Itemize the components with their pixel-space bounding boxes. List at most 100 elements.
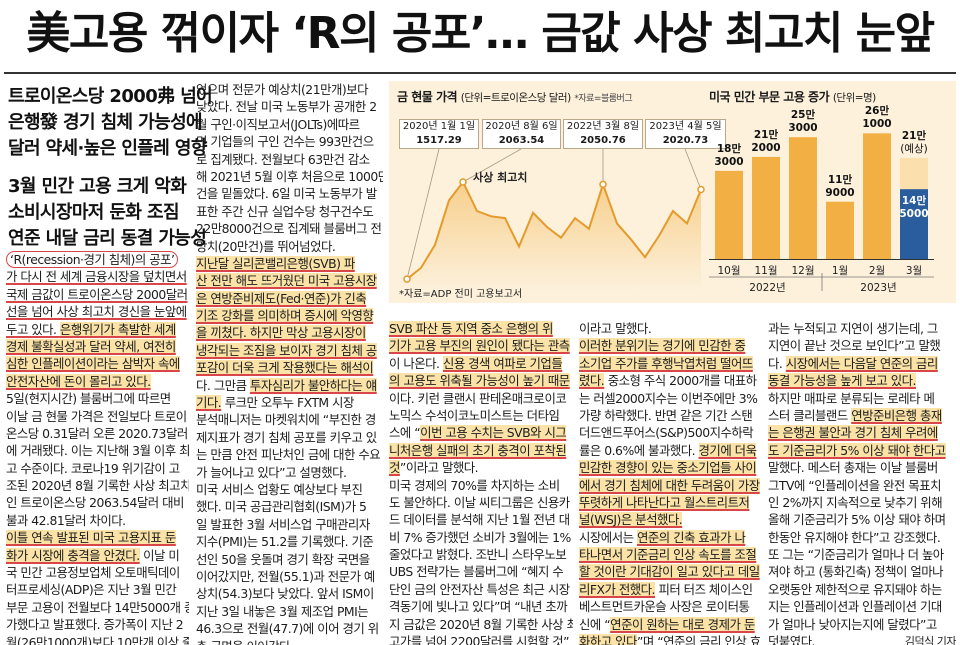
- jobs-unit-text: (단위=명): [832, 92, 876, 104]
- text-line: 월(26만1000개)보다 10만개 이상 줄: [6, 634, 189, 645]
- text-segment: 46.3으로 전월(47.7)에 이어 경기 위: [196, 621, 379, 637]
- text-line: 동결 가능성을 높게 보고 있다.: [768, 372, 956, 389]
- text-segment: 도 불안하다. 이날 씨티그룹은 신용카: [389, 494, 570, 510]
- jobs-forecast-label: 21만 (예상): [892, 130, 936, 156]
- text-line: 을 끼쳤다. 하지만 막상 고용시장이: [196, 324, 383, 341]
- text-line: ‘R(recession·경기 침체)의 공포’: [6, 251, 189, 268]
- text-line: 률은 0.6%에 불과했다. 경기에 더욱: [579, 442, 763, 459]
- subhead-6: 연준 내달 금리 동결 가능성: [8, 228, 207, 249]
- text-segment: 줄었다고 밝혔다. 조반니 스타우노보: [389, 547, 567, 563]
- jobs-bar: [863, 133, 891, 259]
- jobs-year-label: 2022년: [749, 282, 786, 294]
- text-segment: 시장에서는 다음달 연준의 금리: [785, 355, 938, 371]
- text-line: 축 국면을 이어갔다.: [196, 638, 383, 645]
- gold-point: [459, 178, 467, 186]
- text-segment: 다. 그만큼: [196, 377, 250, 393]
- text-line: 국 민간 고용정보업체 오토매틱데이: [6, 564, 189, 581]
- text-segment: 온스당 0.31달러 오른 2020.73달러: [6, 425, 188, 441]
- text-segment: 일 발표한 3월 서비스업 구매관리자: [196, 516, 370, 532]
- text-line: 격동기에 빛나고 있다”며 “내년 초까: [389, 598, 573, 615]
- text-segment: 연준이 원하는 대로 경제가 둔: [610, 616, 755, 632]
- text-line: 시장에서는 연준의 긴축 효과가 나: [579, 529, 763, 546]
- text-line: 더드앤드푸어스(S&P)500지수하락: [579, 424, 763, 441]
- text-line: 면 기업들의 구인 건수는 993만건으: [196, 133, 383, 150]
- text-line: 스에 “이번 고용 수치는 SVB와 시그: [389, 424, 573, 441]
- callout-value: 2050.76: [580, 135, 626, 146]
- text-segment: 루크만 오투누 FXTM 시장: [221, 395, 355, 411]
- text-segment: 월(26만1000개)보다 10만개 이상 줄: [6, 634, 189, 645]
- text-segment: 로 집계됐다. 전월보다 63만건 감소: [196, 151, 370, 167]
- text-segment: 가량 하락했다. 반면 같은 기간 스탠: [579, 407, 753, 423]
- text-segment: 는 만큼 안전 피난처인 금에 대한 수요: [196, 447, 381, 463]
- jobs-bar-label-line: 14만: [901, 195, 927, 208]
- text-segment: 포감이 더욱 크게 작용했다는 해석이: [196, 360, 374, 376]
- gold-title-text: 금 현물 가격: [397, 90, 458, 104]
- text-segment: 표한 주간 신규 실업수당 청구건수도: [196, 203, 374, 219]
- text-segment: 과는 누적되고 지연이 생기는데, 그: [768, 321, 938, 336]
- text-line: 22만8000건으로 집계돼 블룸버그 전: [196, 220, 383, 237]
- jobs-category-label: 11월: [754, 265, 778, 277]
- text-line: 미국 서비스 업황도 예상보다 부진: [196, 481, 383, 498]
- text-segment: 가 얼마나 낮아지는지에 달렸다”고: [768, 616, 937, 632]
- text-segment: 선인 50을 웃돌며 경기 확장 국면을: [196, 551, 370, 567]
- text-segment: 오랫동안 제한적으로 유지돼야 하는: [768, 581, 942, 597]
- text-line: 었으며 전문가 예상치(21만개)보다: [196, 81, 383, 98]
- text-line: 이러한 분위기는 경기에 민감한 중: [579, 337, 763, 354]
- text-segment: 에서 경기 침체에 대한 두려움이 가장: [579, 477, 760, 493]
- text-line: 한동안 유지해야 한다”고 강조했다.: [768, 529, 956, 546]
- gold-point: [599, 180, 607, 189]
- text-line: 하지만 매파로 분류되는 로레타 메: [768, 390, 956, 407]
- text-segment: 상치(54.3)보다 낮았다. 앞서 ISM이: [196, 586, 374, 602]
- text-segment: 지연이 끝난 것으로 보인다”고 말했: [768, 338, 941, 354]
- text-line: 제지표가 경기 침체 공포를 키우고 있: [196, 429, 383, 446]
- text-segment: 산 전만 해도 뜨거웠던 미국 고용시장: [196, 273, 377, 289]
- text-line: 로 집계됐다. 전월보다 63만건 감소: [196, 151, 383, 168]
- text-line: 낮았다. 전날 미국 노동부가 공개한 2: [196, 98, 383, 115]
- text-line: 월 구인·이직보고서(JOLTs)에따르: [196, 116, 383, 133]
- text-segment: 안전자산에 돈이 몰리고 있다.: [6, 373, 151, 389]
- text-line: 신에 “연준이 원하는 대로 경제가 둔: [579, 616, 763, 633]
- text-segment: 냉각되는 조짐을 보이자 경기 침체 공: [196, 342, 377, 358]
- text-line: 불과 42.81달러 차이다.: [6, 512, 189, 529]
- text-segment: 의 고용도 위축될 가능성이 높기 때문: [389, 373, 570, 389]
- jobs-category-label: 3월: [905, 265, 923, 277]
- text-segment: 이날 미: [139, 547, 180, 563]
- text-segment: 에 거래됐다. 이는 지난해 3월 이후 최: [6, 443, 189, 459]
- text-line: 가 늘어나고 있다”고 설명했다.: [196, 464, 383, 481]
- text-segment: 축 국면을 이어갔다.: [196, 639, 294, 645]
- text-segment: 뚜렷하게 나타난다고 월스트리트저: [579, 494, 750, 510]
- text-segment: 져야 하고 (통화긴축) 정책이 얼마나: [768, 564, 944, 580]
- text-segment: 이다. 키런 클랜시 판테온매크로이코: [389, 390, 567, 406]
- text-segment: 타나면서 기준금리 인상 속도를 조절: [579, 547, 757, 563]
- text-line: 민감한 경향이 있는 중소기업들 사이: [579, 459, 763, 476]
- text-line: 이틀 연속 발표된 미국 고용지표 둔: [6, 529, 189, 546]
- text-segment: 부문 고용이 전월보다 14만5000개 증: [6, 599, 189, 615]
- text-segment: 또 그는 “기준금리가 얼마나 더 높아: [768, 547, 944, 563]
- text-segment: 신에 “: [579, 616, 611, 632]
- text-segment: 올해 기준금리가 5% 이상 돼야 하며: [768, 512, 946, 528]
- text-line: 져야 하고 (통화긴축) 정책이 얼마나: [768, 563, 956, 580]
- text-line: 기다. 루크만 오투누 FXTM 시장: [196, 394, 383, 411]
- text-line: 지난 3일 내놓은 3월 제조업 PMI는: [196, 603, 383, 620]
- text-segment: 화하고 있다: [579, 634, 637, 645]
- text-line: 베스트먼트카운슬 사장은 로이터통: [579, 598, 763, 615]
- text-segment: 스에 “: [389, 425, 421, 441]
- gold-callout-4: 2023년 4월 5일 2020.73: [645, 119, 726, 149]
- text-line: 했다. 미국 공급관리협회(ISM)가 5: [196, 498, 383, 515]
- text-line: 이 나온다. 신용 경색 여파로 기업들: [389, 355, 573, 372]
- text-line: 선을 넘어 사상 최고치 경신을 눈앞에: [6, 303, 189, 320]
- text-segment: 했다. 미국 공급관리협회(ISM)가 5: [196, 499, 367, 515]
- text-line: 그TV에 “인플레이션을 완전 목표치: [768, 477, 956, 494]
- text-segment: 지 금값은 2020년 8월 기록한 사상 최: [389, 616, 573, 632]
- text-line: 부문 고용이 전월보다 14만5000개 증: [6, 599, 189, 616]
- article-column-5: 과는 누적되고 지연이 생기는데, 그 지연이 끝난 것으로 보인다”고 말했 다.…: [768, 320, 956, 645]
- text-segment: 인 2%까지 지속적으로 낮추기 위해: [768, 494, 943, 510]
- jobs-bar-label-line: 3000: [788, 122, 818, 135]
- text-line: 지연이 끝난 것으로 보인다”고 말했: [768, 337, 956, 354]
- text-segment: 건을 밑돌았다. 6일 미국 노동부가 발: [196, 186, 377, 202]
- text-line: 터프로세싱(ADP)은 지난 3월 민간: [6, 581, 189, 598]
- text-line: 고가를 넘어 2200달러를 시험할 것”: [389, 633, 573, 645]
- gold-unit-text: (단위=트로이온스당 달러): [460, 92, 571, 104]
- text-segment: 국 민간 고용정보업체 오토매틱데이: [6, 565, 180, 581]
- jobs-bar: [715, 170, 743, 259]
